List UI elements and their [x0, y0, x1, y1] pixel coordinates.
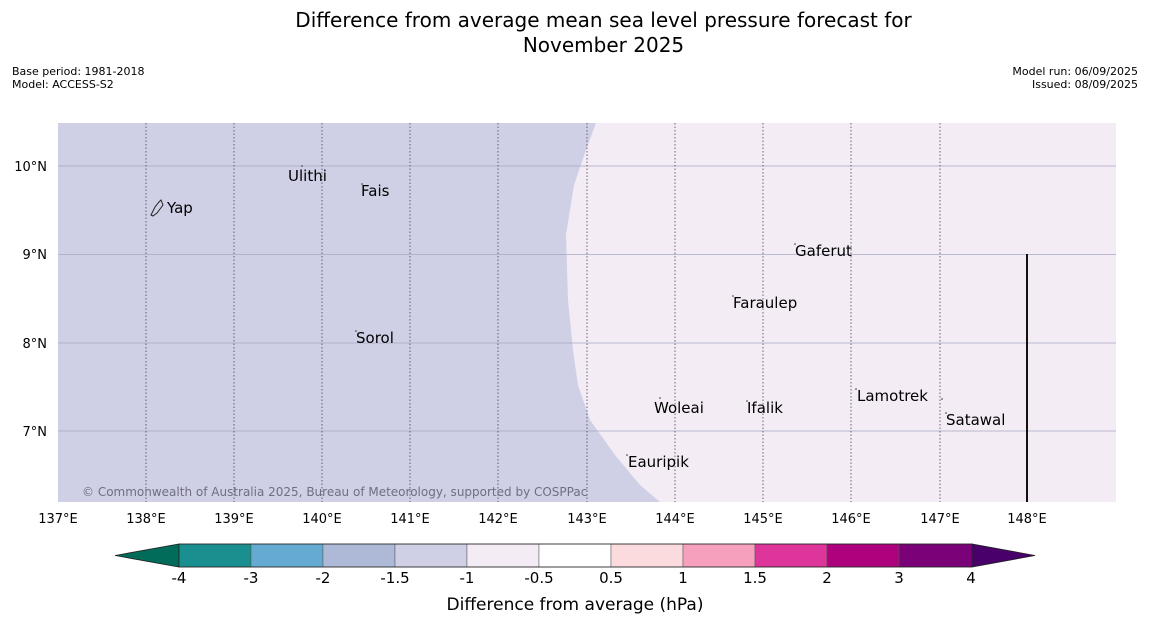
place-yap: Yap — [166, 199, 193, 217]
colorbar-segment — [394, 543, 468, 568]
colorbar-segment — [610, 543, 684, 568]
cb-tick-label: -3 — [244, 569, 259, 587]
island-dot-sorol — [355, 330, 357, 332]
lon-label-142e: 142°E — [478, 512, 518, 527]
place-satawal: Satawal — [946, 411, 1005, 429]
meta-left: Base period: 1981-2018 Model: ACCESS-S2 — [12, 65, 144, 91]
lon-gridlines — [145, 123, 941, 502]
colorbar-segment — [466, 543, 540, 568]
lon-label-144e: 144°E — [655, 512, 695, 527]
cb-tick-label: 0.5 — [599, 569, 623, 587]
colorbar-segment — [682, 543, 756, 568]
lat-label-9n: 9°N — [23, 248, 48, 263]
lon-label-141e: 141°E — [390, 512, 430, 527]
colorbar: -4 -3 -2 -1.5 -1 -0.5 0.5 1 1.5 2 3 4 Di… — [114, 543, 1036, 615]
colorbar-segment — [754, 543, 828, 568]
title-line-2: November 2025 — [522, 33, 685, 57]
lon-label-148e: 148°E — [1007, 512, 1047, 527]
lon-label-139e: 139°E — [214, 512, 254, 527]
island-dot-ifalik — [746, 400, 748, 402]
lon-label-138e: 138°E — [126, 512, 166, 527]
colorbar-extend-high — [971, 543, 1036, 568]
colorbar-frame — [178, 543, 973, 568]
place-fais: Fais — [361, 182, 390, 200]
cb-tick-label: -4 — [172, 569, 187, 587]
yap-island-shape — [150, 199, 164, 217]
cb-tick-label: 2 — [822, 569, 832, 587]
island-dots — [301, 165, 947, 456]
colorbar-extend-low — [114, 543, 180, 568]
colorbar-title: Difference from average (hPa) — [447, 595, 704, 615]
cb-tick-label: 4 — [966, 569, 976, 587]
model-run: Model run: 06/09/2025 — [1012, 65, 1138, 78]
base-period: Base period: 1981-2018 — [12, 65, 145, 78]
place-eauripik: Eauripik — [628, 453, 689, 471]
place-woleai: Woleai — [654, 399, 704, 417]
negative-anomaly-region — [58, 123, 660, 502]
island-dot-eauripik — [626, 454, 628, 456]
island-dot-gaferut — [794, 243, 796, 245]
island-dot-ulithi — [301, 165, 303, 167]
cb-tick-label: 1 — [678, 569, 688, 587]
lat-label-10n: 10°N — [14, 160, 47, 175]
cb-tick-label: -0.5 — [524, 569, 553, 587]
lon-axis-labels: 137°E 138°E 139°E 140°E 141°E 142°E 143°… — [38, 512, 1047, 527]
model-name: Model: ACCESS-S2 — [12, 78, 114, 91]
island-dot-faraulep — [732, 295, 734, 297]
title-line-1: Difference from average mean sea level p… — [295, 8, 912, 32]
cb-tick-label: -1.5 — [380, 569, 409, 587]
island-dot-satawal — [945, 412, 947, 414]
colorbar-segment — [250, 543, 324, 568]
meta-right: Model run: 06/09/2025 Issued: 08/09/2025 — [1012, 65, 1138, 91]
place-faraulep: Faraulep — [733, 294, 797, 312]
lon-label-147e: 147°E — [920, 512, 960, 527]
colorbar-segment — [178, 543, 252, 568]
chart-title: Difference from average mean sea level p… — [0, 8, 1150, 58]
island-dot-fais — [361, 183, 363, 185]
lat-label-7n: 7°N — [23, 425, 48, 440]
lon-label-143e: 143°E — [567, 512, 607, 527]
place-gaferut: Gaferut — [795, 242, 852, 260]
colorbar-segment — [538, 543, 612, 568]
place-sorol: Sorol — [356, 329, 394, 347]
colorbar-segment — [322, 543, 396, 568]
colorbar-tick-labels: -4 -3 -2 -1.5 -1 -0.5 0.5 1 1.5 2 3 4 — [172, 569, 976, 587]
colorbar-segment — [826, 543, 900, 568]
lon-label-146e: 146°E — [831, 512, 871, 527]
lon-label-145e: 145°E — [743, 512, 783, 527]
island-dot-woleai — [659, 397, 661, 399]
copyright-notice: © Commonwealth of Australia 2025, Bureau… — [82, 485, 587, 499]
island-dot-lamotrek — [855, 388, 857, 390]
colorbar-segment — [898, 543, 973, 568]
cb-tick-label: -1 — [460, 569, 475, 587]
cb-tick-label: 1.5 — [743, 569, 767, 587]
place-ifalik: Ifalik — [747, 399, 783, 417]
place-ulithi: Ulithi — [288, 167, 327, 185]
cb-tick-label: -2 — [316, 569, 331, 587]
issued-date: Issued: 08/09/2025 — [1031, 78, 1138, 91]
lon-label-137e: 137°E — [38, 512, 78, 527]
place-lamotrek: Lamotrek — [857, 387, 928, 405]
lat-axis-labels: 10°N 9°N 8°N 7°N — [14, 160, 47, 440]
cb-tick-label: 3 — [894, 569, 904, 587]
lat-label-8n: 8°N — [23, 337, 48, 352]
lon-label-140e: 140°E — [302, 512, 342, 527]
island-dot-lamotrek-east — [941, 398, 943, 400]
colorbar-segments — [178, 543, 973, 568]
place-labels: Ulithi Fais Yap Gaferut Faraulep Sorol L… — [166, 167, 1005, 471]
